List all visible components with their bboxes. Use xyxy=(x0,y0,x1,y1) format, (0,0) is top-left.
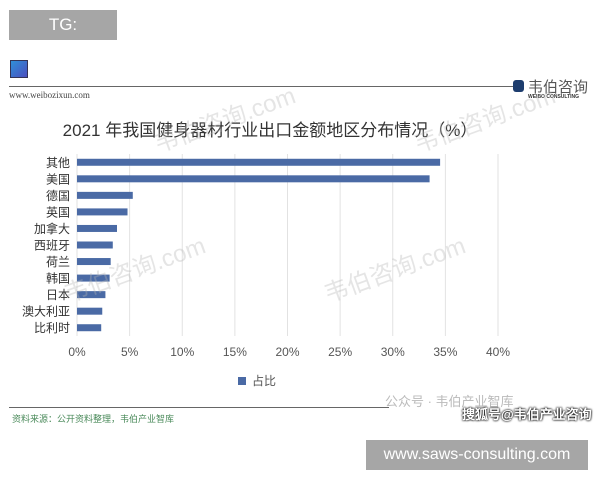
source-text: 资料来源：公开资料整理，韦伯产业智库 xyxy=(12,414,175,424)
y-category-label: 美国 xyxy=(46,172,70,186)
logo-cn: 韦伯咨询 xyxy=(528,80,589,96)
bar xyxy=(77,175,430,183)
footer-divider xyxy=(9,407,389,408)
website-text: www.weibozixun.com xyxy=(9,90,90,100)
saws-label: www.saws-consulting.com xyxy=(366,440,588,470)
bar xyxy=(77,224,117,232)
wechat-watermark: 公众号 · 韦伯产业智库 xyxy=(385,394,514,409)
bar xyxy=(77,241,113,249)
bar xyxy=(77,158,441,166)
x-tick-label: 10% xyxy=(170,345,194,359)
y-category-label: 西班牙 xyxy=(34,239,70,253)
bar xyxy=(77,208,128,216)
tag-label: TG: MYYJJPP xyxy=(9,10,117,64)
y-category-label: 韩国 xyxy=(46,271,70,286)
x-tick-label: 15% xyxy=(223,345,247,359)
header-divider xyxy=(9,86,514,87)
bar xyxy=(77,324,102,332)
x-tick-label: 20% xyxy=(275,345,299,359)
x-tick-label: 5% xyxy=(121,345,139,359)
y-category-label: 其他 xyxy=(46,156,70,170)
y-category-label: 加拿大 xyxy=(34,221,70,236)
x-tick-label: 0% xyxy=(68,345,86,359)
y-category-label: 荷兰 xyxy=(46,255,70,269)
sohu-watermark: 搜狐号@韦伯产业咨询 xyxy=(462,407,592,422)
x-tick-label: 25% xyxy=(328,345,352,359)
bar xyxy=(77,274,110,282)
legend: 占比 xyxy=(238,372,276,389)
bar xyxy=(77,291,106,299)
y-category-label: 英国 xyxy=(46,205,70,219)
y-category-label: 澳大利亚 xyxy=(22,305,70,319)
bar xyxy=(77,258,111,266)
decor-square xyxy=(10,60,28,78)
x-tick-label: 40% xyxy=(486,345,510,359)
y-category-label: 比利时 xyxy=(34,321,70,335)
logo-icon xyxy=(513,80,524,92)
y-category-label: 日本 xyxy=(46,288,70,302)
x-tick-label: 35% xyxy=(433,345,457,359)
bar xyxy=(77,191,133,199)
legend-label: 占比 xyxy=(252,374,277,388)
legend-swatch xyxy=(238,377,246,385)
x-tick-label: 30% xyxy=(381,345,405,359)
bar xyxy=(77,307,103,315)
chart-title: 2021 年我国健身器材行业出口金额地区分布情况（%） xyxy=(62,121,478,140)
logo-en: WEIBO CONSULTING xyxy=(528,94,580,100)
y-category-label: 德国 xyxy=(46,188,70,203)
